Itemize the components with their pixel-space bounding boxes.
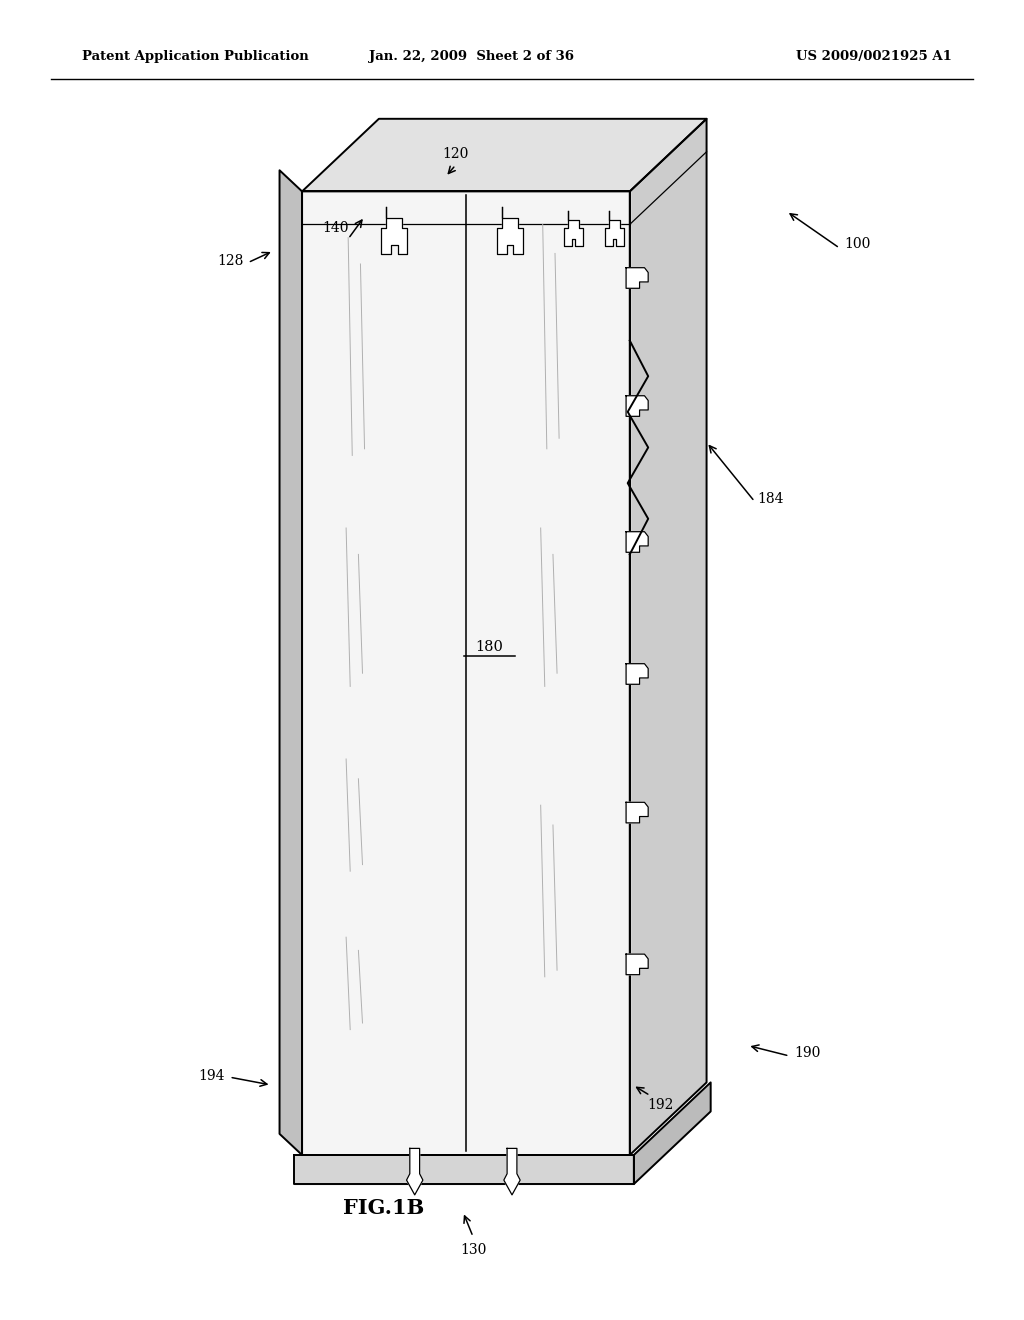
Text: 180: 180	[475, 640, 504, 653]
Polygon shape	[497, 207, 523, 253]
Text: 128: 128	[217, 255, 244, 268]
Polygon shape	[634, 1082, 711, 1184]
Polygon shape	[302, 191, 630, 1155]
Polygon shape	[626, 803, 648, 822]
Text: 194: 194	[199, 1069, 225, 1082]
Polygon shape	[605, 211, 624, 246]
Polygon shape	[626, 532, 648, 552]
Text: 100: 100	[845, 238, 871, 251]
Text: 184: 184	[758, 492, 784, 506]
Polygon shape	[564, 211, 583, 246]
Polygon shape	[626, 664, 648, 684]
Text: Jan. 22, 2009  Sheet 2 of 36: Jan. 22, 2009 Sheet 2 of 36	[369, 50, 573, 63]
Polygon shape	[302, 119, 707, 191]
Text: 120: 120	[442, 147, 469, 161]
Text: 140: 140	[323, 220, 349, 235]
Polygon shape	[626, 954, 648, 974]
Text: 190: 190	[795, 1047, 821, 1060]
Polygon shape	[381, 207, 408, 253]
Polygon shape	[626, 396, 648, 416]
Polygon shape	[280, 170, 302, 1155]
Text: Patent Application Publication: Patent Application Publication	[82, 50, 308, 63]
Text: 130: 130	[460, 1243, 486, 1258]
Polygon shape	[504, 1148, 520, 1195]
Text: 192: 192	[647, 1098, 674, 1113]
Polygon shape	[626, 268, 648, 288]
Text: FIG.1B: FIG.1B	[343, 1197, 425, 1218]
Polygon shape	[407, 1148, 423, 1195]
Text: US 2009/0021925 A1: US 2009/0021925 A1	[797, 50, 952, 63]
Polygon shape	[630, 119, 707, 1155]
Polygon shape	[294, 1155, 634, 1184]
